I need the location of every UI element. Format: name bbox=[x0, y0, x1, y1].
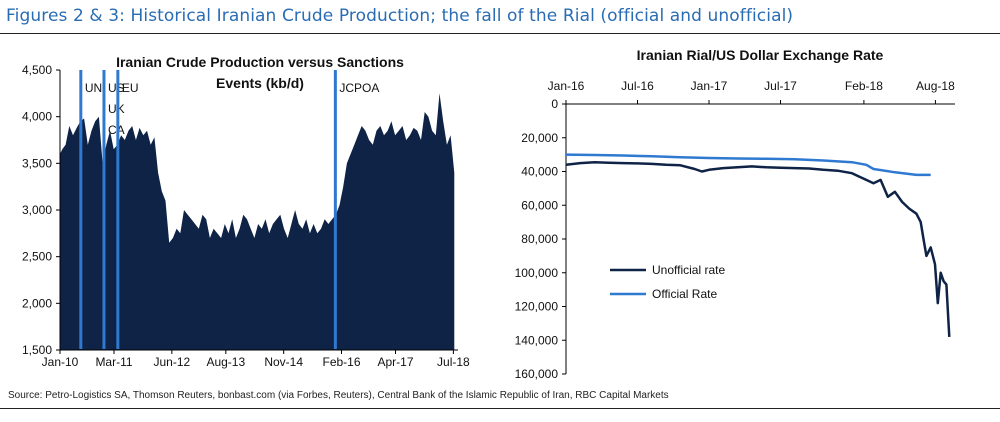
y-tick-label: 2,500 bbox=[22, 250, 52, 264]
y-tick-label: 140,000 bbox=[515, 333, 559, 347]
production-area bbox=[60, 93, 455, 351]
bottom-divider bbox=[0, 408, 1000, 409]
event-label: UK bbox=[108, 102, 125, 116]
y-tick-label: 1,500 bbox=[22, 343, 52, 357]
y-tick-label: 0 bbox=[551, 97, 558, 111]
x-tick-label: Feb-18 bbox=[845, 79, 883, 93]
chart-title: Iranian Crude Production versus Sanction… bbox=[116, 54, 404, 70]
x-tick-label: Apr-17 bbox=[378, 355, 414, 369]
x-tick-label: Jan-17 bbox=[691, 79, 728, 93]
x-tick-label: Feb-16 bbox=[322, 355, 360, 369]
x-tick-label: Jul-17 bbox=[764, 79, 797, 93]
event-label: CA bbox=[108, 123, 125, 137]
y-tick-label: 40,000 bbox=[521, 165, 558, 179]
y-tick-label: 120,000 bbox=[515, 300, 559, 314]
x-tick-label: Jan-10 bbox=[42, 355, 79, 369]
y-tick-label: 100,000 bbox=[515, 266, 559, 280]
y-tick-label: 4,000 bbox=[22, 110, 52, 124]
chart-title: Events (kb/d) bbox=[216, 75, 304, 91]
event-label: EU bbox=[122, 81, 139, 95]
y-tick-label: 2,000 bbox=[22, 296, 52, 310]
figure-title: Figures 2 & 3: Historical Iranian Crude … bbox=[6, 6, 794, 26]
x-tick-label: Nov-14 bbox=[264, 355, 303, 369]
legend-label: Unofficial rate bbox=[652, 263, 725, 277]
y-tick-label: 3,000 bbox=[22, 203, 52, 217]
y-tick-label: 80,000 bbox=[521, 232, 558, 246]
y-tick-label: 4,500 bbox=[22, 63, 52, 77]
event-label: UN bbox=[85, 81, 102, 95]
chart-title: Iranian Rial/US Dollar Exchange Rate bbox=[637, 47, 884, 63]
official-rate-line bbox=[565, 153, 931, 177]
x-tick-label: Jan-16 bbox=[548, 79, 585, 93]
y-tick-label: 3,500 bbox=[22, 156, 52, 170]
x-tick-label: Jul-18 bbox=[437, 355, 470, 369]
top-divider bbox=[0, 33, 1000, 34]
y-tick-label: 60,000 bbox=[521, 198, 558, 212]
y-tick-label: 20,000 bbox=[521, 131, 558, 145]
x-tick-label: Jul-16 bbox=[621, 79, 654, 93]
x-tick-label: Jun-12 bbox=[154, 355, 191, 369]
x-tick-label: Aug-13 bbox=[206, 355, 245, 369]
legend-label: Official Rate bbox=[652, 287, 717, 301]
source-note: Source: Petro-Logistics SA, Thomson Reut… bbox=[8, 390, 669, 401]
y-tick-label: 160,000 bbox=[515, 367, 559, 381]
x-tick-label: Mar-11 bbox=[95, 355, 132, 369]
x-tick-label: Aug-18 bbox=[916, 79, 955, 93]
unofficial-rate-line bbox=[565, 160, 951, 337]
event-label: US bbox=[108, 81, 125, 95]
event-label: JCPOA bbox=[339, 81, 379, 95]
